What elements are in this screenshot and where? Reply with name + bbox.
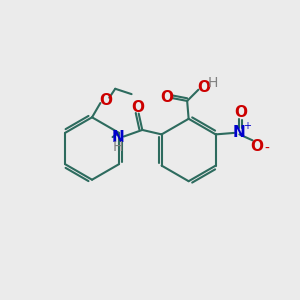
Text: O: O bbox=[197, 80, 210, 95]
Text: -: - bbox=[264, 142, 269, 156]
Text: N: N bbox=[112, 130, 124, 145]
Text: H: H bbox=[208, 76, 218, 90]
Text: O: O bbox=[250, 140, 263, 154]
Text: O: O bbox=[132, 100, 145, 115]
Text: +: + bbox=[243, 122, 251, 131]
Text: O: O bbox=[234, 105, 247, 120]
Text: N: N bbox=[233, 125, 246, 140]
Text: O: O bbox=[160, 90, 173, 105]
Text: H: H bbox=[113, 140, 123, 154]
Text: O: O bbox=[99, 93, 112, 108]
